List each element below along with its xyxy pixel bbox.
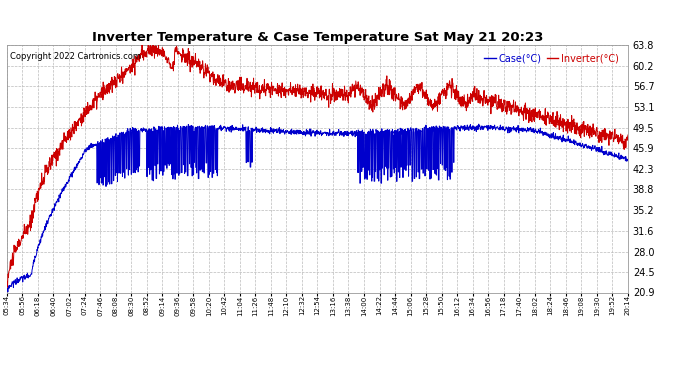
Legend: Case(°C), Inverter(°C): Case(°C), Inverter(°C) <box>480 50 623 68</box>
Title: Inverter Temperature & Case Temperature Sat May 21 20:23: Inverter Temperature & Case Temperature … <box>92 31 543 44</box>
Text: Copyright 2022 Cartronics.com: Copyright 2022 Cartronics.com <box>10 53 141 62</box>
